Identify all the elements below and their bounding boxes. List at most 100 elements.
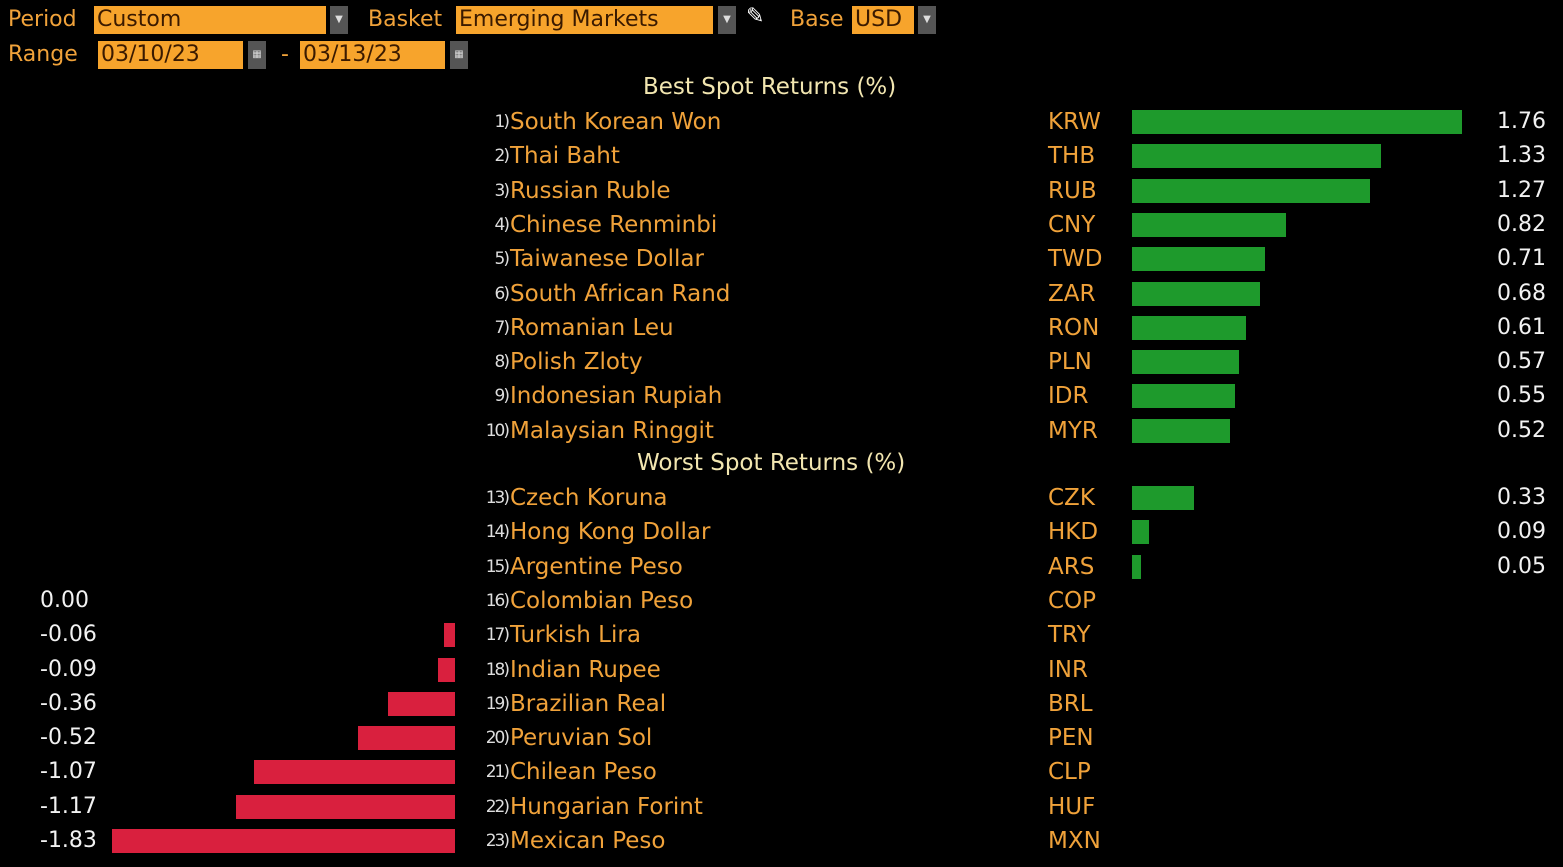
range-start-input[interactable]: 03/10/23 — [98, 41, 243, 69]
positive-bar — [1132, 110, 1462, 134]
range-separator: - — [281, 42, 289, 67]
return-value: 0.00 — [40, 587, 89, 613]
return-value: 0.68 — [1497, 280, 1546, 306]
currency-name[interactable]: South Korean Won — [510, 109, 722, 135]
return-value: -1.07 — [40, 759, 97, 785]
positive-bar — [1132, 384, 1236, 409]
return-value: 0.52 — [1497, 417, 1546, 443]
return-value: 1.27 — [1497, 177, 1546, 203]
currency-code: HKD — [1048, 519, 1099, 546]
rank-number: 6) — [494, 283, 510, 304]
negative-bar — [443, 623, 455, 648]
currency-name[interactable]: Malaysian Ringgit — [510, 417, 714, 444]
base-dropdown-icon[interactable]: ▼ — [918, 6, 936, 34]
rank-number: 13) — [485, 488, 510, 508]
negative-bar — [357, 726, 455, 751]
currency-name[interactable]: Turkish Lira — [510, 622, 641, 649]
positive-bar — [1132, 350, 1239, 375]
currency-name[interactable]: Indonesian Rupiah — [510, 383, 723, 410]
currency-name[interactable]: Thai Baht — [510, 143, 620, 170]
currency-name[interactable]: Brazilian Real — [510, 690, 667, 717]
return-value: -1.83 — [40, 828, 97, 853]
currency-name[interactable]: South African Rand — [510, 280, 731, 307]
range-end-input[interactable]: 03/13/23 — [300, 41, 445, 69]
return-value: 0.61 — [1497, 314, 1546, 340]
currency-code: CZK — [1048, 485, 1095, 511]
rank-number: 23) — [485, 831, 510, 851]
positive-bar — [1132, 315, 1247, 340]
worst-returns-title: Worst Spot Returns (%) — [637, 450, 906, 476]
rank-number: 10) — [485, 420, 510, 441]
currency-code: MYR — [1048, 417, 1098, 444]
currency-code: ARS — [1048, 553, 1095, 580]
currency-code: CLP — [1048, 759, 1091, 786]
rank-number: 3) — [494, 180, 510, 201]
positive-bar — [1132, 212, 1286, 237]
currency-name[interactable]: Indian Rupee — [510, 656, 661, 683]
rank-number: 17) — [485, 625, 510, 646]
return-value: 1.33 — [1497, 143, 1546, 169]
currency-name[interactable]: Peruvian Sol — [510, 725, 653, 752]
period-label: Period — [8, 7, 77, 32]
return-value: -0.52 — [40, 725, 97, 751]
return-value: 0.55 — [1497, 383, 1546, 409]
return-value: -0.09 — [40, 656, 97, 682]
basket-dropdown-icon[interactable]: ▼ — [718, 6, 736, 34]
currency-name[interactable]: Romanian Leu — [510, 314, 674, 341]
currency-code: RUB — [1048, 177, 1097, 204]
rank-number: 1) — [494, 112, 510, 132]
currency-name[interactable]: Czech Koruna — [510, 485, 668, 511]
positive-bar — [1132, 418, 1230, 443]
pencil-icon[interactable]: ✎ — [746, 4, 765, 29]
positive-bar — [1132, 554, 1142, 579]
currency-code: TRY — [1048, 622, 1091, 649]
currency-name[interactable]: Chinese Renminbi — [510, 211, 718, 238]
negative-bar — [111, 829, 455, 853]
calendar-icon[interactable]: ▦ — [248, 41, 266, 69]
currency-name[interactable]: Russian Ruble — [510, 177, 671, 204]
period-select[interactable]: Custom — [94, 6, 326, 34]
negative-bar — [254, 760, 455, 785]
rank-number: 18) — [485, 659, 510, 680]
basket-select[interactable]: Emerging Markets — [456, 6, 713, 34]
negative-bar — [235, 794, 455, 819]
currency-name[interactable]: Hungarian Forint — [510, 793, 703, 820]
currency-name[interactable]: Colombian Peso — [510, 587, 694, 614]
currency-name[interactable]: Argentine Peso — [510, 553, 683, 580]
return-value: 0.05 — [1497, 553, 1546, 579]
currency-code: PEN — [1048, 725, 1094, 752]
rank-number: 20) — [485, 728, 510, 749]
return-value: -0.36 — [40, 690, 97, 716]
base-select[interactable]: USD — [852, 6, 914, 34]
currency-code: INR — [1048, 656, 1088, 683]
rank-number: 2) — [494, 146, 510, 167]
return-value: -0.06 — [40, 622, 97, 648]
rank-number: 5) — [494, 249, 510, 270]
positive-bar — [1132, 247, 1266, 272]
currency-code: THB — [1048, 143, 1096, 170]
basket-label: Basket — [368, 7, 443, 32]
currency-code: KRW — [1048, 109, 1101, 135]
return-value: 0.09 — [1497, 519, 1546, 545]
rank-number: 14) — [485, 522, 510, 543]
currency-name[interactable]: Polish Zloty — [510, 349, 643, 376]
currency-name[interactable]: Chilean Peso — [510, 759, 657, 786]
rank-number: 22) — [485, 796, 510, 817]
best-returns-title: Best Spot Returns (%) — [643, 74, 897, 100]
currency-name[interactable]: Hong Kong Dollar — [510, 519, 711, 546]
period-dropdown-icon[interactable]: ▼ — [330, 6, 348, 34]
rank-number: 19) — [485, 693, 510, 714]
currency-name[interactable]: Taiwanese Dollar — [510, 246, 704, 273]
return-value: 0.57 — [1497, 349, 1546, 375]
currency-name[interactable]: Mexican Peso — [510, 828, 666, 854]
return-value: -1.17 — [40, 793, 97, 819]
calendar-icon[interactable]: ▦ — [450, 41, 468, 69]
positive-bar — [1132, 281, 1260, 306]
return-value: 0.71 — [1497, 246, 1546, 272]
currency-code: RON — [1048, 314, 1100, 341]
positive-bar — [1132, 520, 1149, 545]
positive-bar — [1132, 486, 1194, 510]
currency-code: BRL — [1048, 690, 1093, 717]
currency-code: MXN — [1048, 828, 1101, 854]
currency-code: COP — [1048, 587, 1097, 614]
